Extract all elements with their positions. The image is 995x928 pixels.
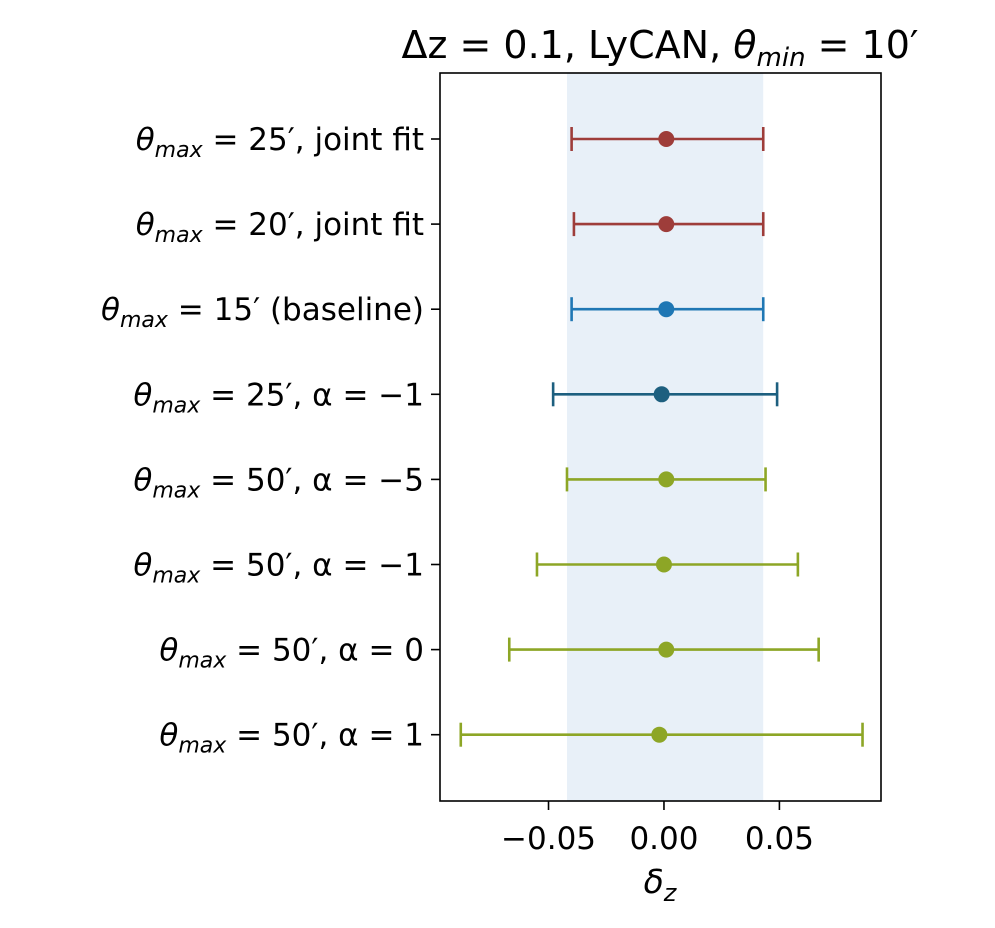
y-label-rest: = 25′, joint fit: [203, 122, 424, 158]
y-tick-label: θmax = 25′, α = −1: [133, 377, 424, 418]
y-label-rest: = 50′, α = −1: [200, 548, 424, 584]
data-marks: [459, 127, 864, 747]
y-label-rest: = 25′, α = −1: [200, 377, 424, 413]
plot-frame: [439, 72, 882, 802]
errorbar-row: [507, 637, 820, 662]
shaded-band: [566, 73, 764, 801]
data-point: [658, 301, 675, 318]
y-label-rest: = 50′, α = −5: [200, 462, 424, 498]
data-point: [658, 216, 675, 233]
errorbar-row: [565, 467, 767, 492]
errorbar-row: [459, 722, 864, 747]
errorbar-row: [551, 382, 779, 407]
y-label-theta: θ: [133, 377, 152, 413]
y-label-rest: = 20′, joint fit: [203, 207, 424, 243]
errorbar-row: [570, 297, 765, 322]
y-label-sub: max: [120, 308, 169, 333]
title-theta: θ: [733, 23, 756, 67]
y-label-sub: max: [178, 734, 227, 759]
y-label-sub: max: [152, 393, 201, 418]
y-label-rest: = 50′, α = 1: [226, 718, 424, 754]
y-label-sub: max: [152, 564, 201, 589]
data-point: [655, 556, 672, 573]
data-point: [651, 726, 668, 743]
x-tick-label: 0.05: [745, 821, 814, 857]
y-tick-label: θmax = 25′, joint fit: [136, 122, 424, 163]
y-label-sub: max: [152, 478, 201, 503]
title-tail: = 10′: [806, 23, 919, 67]
data-point: [658, 641, 675, 658]
y-tick-label: θmax = 20′, joint fit: [136, 207, 424, 248]
errorbar-row: [570, 127, 765, 151]
y-label-theta: θ: [159, 718, 178, 754]
y-label-theta: θ: [159, 633, 178, 669]
x-axis-label: δz: [644, 862, 678, 907]
data-point: [658, 131, 675, 147]
errorbar-row: [572, 212, 765, 237]
y-label-theta: θ: [133, 548, 152, 584]
chart-title: Δz = 0.1, LyCAN, θmin = 10′: [401, 23, 918, 73]
data-point: [658, 471, 675, 488]
y-tick-label: θmax = 50′, α = −5: [133, 462, 424, 503]
y-label-rest: = 50′, α = 0: [226, 633, 424, 669]
y-tick-label: θmax = 50′, α = −1: [133, 548, 424, 589]
title-lead: Δz = 0.1, LyCAN,: [401, 23, 733, 67]
y-label-theta: θ: [133, 462, 152, 498]
x-axis-label-main: δ: [644, 862, 664, 901]
y-label-theta: θ: [136, 207, 155, 243]
y-label-theta: θ: [101, 292, 120, 328]
y-tick-label: θmax = 50′, α = 0: [159, 633, 424, 674]
errorbar-row: [535, 552, 800, 577]
y-label-rest: = 15′ (baseline): [168, 292, 424, 328]
y-label-sub: max: [178, 649, 227, 674]
y-tick-label: θmax = 50′, α = 1: [159, 718, 424, 759]
x-axis-label-sub: z: [663, 879, 678, 907]
title-sub: min: [757, 43, 806, 73]
y-tick-label: θmax = 15′ (baseline): [101, 292, 424, 333]
y-label-theta: θ: [136, 122, 155, 158]
y-label-sub: max: [155, 138, 204, 163]
data-point: [653, 386, 670, 403]
x-tick-label: 0.00: [629, 821, 698, 857]
x-tick-label: −0.05: [501, 821, 596, 857]
x-axis: −0.05 0.00 0.05: [501, 801, 814, 857]
y-label-sub: max: [155, 223, 204, 248]
